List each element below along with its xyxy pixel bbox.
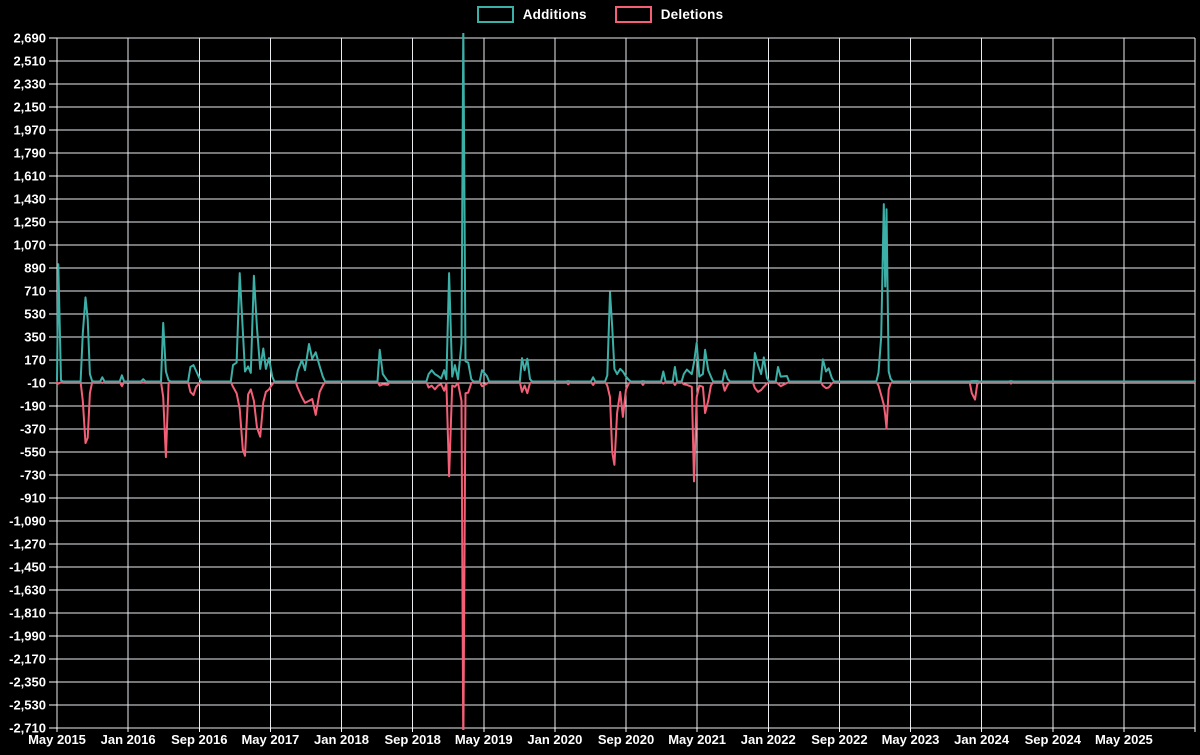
y-tick-label: -1,630 [9,583,46,598]
y-tick-label: -190 [20,399,46,414]
y-tick-label: 1,610 [13,169,46,184]
legend: Additions Deletions [0,6,1200,23]
x-tick-label: May 2021 [668,732,726,747]
y-tick-label: 530 [24,307,46,322]
x-tick-label: Sep 2018 [384,732,440,747]
y-tick-label: -1,090 [9,514,46,529]
y-tick-label: 1,070 [13,238,46,253]
y-tick-label: 1,430 [13,192,46,207]
legend-item-additions[interactable]: Additions [476,6,587,23]
y-tick-label: -2,170 [9,652,46,667]
y-tick-label: 170 [24,353,46,368]
x-tick-label: Sep 2016 [171,732,227,747]
x-tick-label: May 2025 [1095,732,1153,747]
y-tick-label: -1,270 [9,537,46,552]
x-axis: May 2015 Jan 2016 Sep 2016 May 2017 Jan 2018… [28,728,1196,747]
y-tick-label: 350 [24,330,46,345]
y-tick-label: 890 [24,261,46,276]
additions-line [56,33,1196,383]
y-tick-label: -1,450 [9,560,46,575]
y-tick-label: 2,150 [13,100,46,115]
y-tick-label: -10 [27,376,46,391]
y-tick-label: -1,990 [9,629,46,644]
y-tick-label: -1,810 [9,606,46,621]
legend-additions-label: Additions [522,7,587,22]
y-tick-label: -2,530 [9,698,46,713]
y-tick-label: -730 [20,468,46,483]
x-tick-label: May 2015 [28,732,86,747]
y-tick-label: 2,510 [13,54,46,69]
y-axis: 2,690 2,510 2,330 2,150 1,970 1,790 1,610 1,430… [9,31,57,736]
x-tick-label: Jan 2020 [527,732,582,747]
y-tick-label: 1,970 [13,123,46,138]
y-tick-label: -910 [20,491,46,506]
y-tick-label: -2,350 [9,675,46,690]
y-tick-label: 2,330 [13,77,46,92]
y-tick-label: 710 [24,284,46,299]
x-tick-label: Jan 2024 [954,732,1010,747]
x-tick-label: Jan 2022 [741,732,796,747]
y-tick-label: 2,690 [13,31,46,46]
grid [56,37,1196,729]
x-tick-label: Sep 2024 [1025,732,1082,747]
x-tick-label: Jan 2016 [101,732,156,747]
legend-deletions-label: Deletions [660,7,724,22]
x-tick-label: May 2019 [455,732,513,747]
additions-swatch-icon [476,6,514,23]
x-tick-label: Jan 2018 [314,732,369,747]
deletions-swatch-icon [614,6,652,23]
x-tick-label: Sep 2022 [811,732,867,747]
y-tick-label: -2,710 [9,721,46,736]
legend-item-deletions[interactable]: Deletions [614,6,724,23]
x-tick-label: May 2023 [882,732,940,747]
x-tick-label: Sep 2020 [598,732,654,747]
y-tick-label: -550 [20,445,46,460]
y-tick-label: -370 [20,422,46,437]
y-tick-label: 1,790 [13,146,46,161]
y-tick-label: 1,250 [13,215,46,230]
x-tick-label: May 2017 [241,732,299,747]
